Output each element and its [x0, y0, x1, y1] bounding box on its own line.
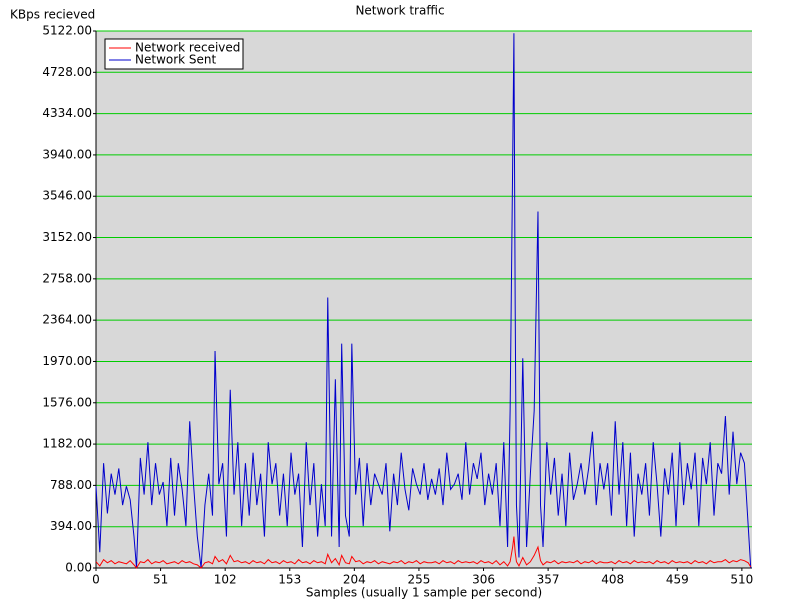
y-tick-label: 3940.00	[42, 147, 92, 161]
chart-title: Network traffic	[355, 4, 444, 18]
y-tick-label: 2364.00	[42, 313, 92, 327]
y-tick-label: 394.00	[50, 519, 92, 533]
y-tick-label: 5122.00	[42, 24, 92, 38]
y-tick-label: 4334.00	[42, 106, 92, 120]
y-tick-label: 1576.00	[42, 395, 92, 409]
x-tick-label: 153	[278, 573, 301, 587]
x-axis-label: Samples (usually 1 sample per second)	[306, 586, 542, 600]
plot-background	[96, 31, 752, 568]
x-tick-label: 51	[153, 573, 168, 587]
y-tick-label: 1182.00	[42, 437, 92, 451]
y-tick-label: 788.00	[50, 478, 92, 492]
legend-box	[104, 38, 244, 70]
x-tick-label: 102	[214, 573, 237, 587]
x-tick-label: 459	[666, 573, 689, 587]
y-tick-label: 3152.00	[42, 230, 92, 244]
x-tick-label: 306	[472, 573, 495, 587]
x-tick-label: 408	[601, 573, 624, 587]
x-tick-label: 255	[407, 573, 430, 587]
y-tick-label: 4728.00	[42, 65, 92, 79]
y-axis-label: KBps recieved	[10, 8, 95, 22]
x-tick-label: 357	[537, 573, 560, 587]
y-tick-label: 2758.00	[42, 271, 92, 285]
legend-label: Network Sent	[135, 53, 217, 67]
x-tick-label: 204	[343, 573, 366, 587]
x-tick-label: 0	[92, 573, 100, 587]
x-tick-label: 510	[730, 573, 753, 587]
series-line	[95, 33, 752, 569]
y-tick-label: 3546.00	[42, 189, 92, 203]
y-tick-label: 0.00	[65, 561, 92, 575]
legend-label: Network received	[135, 41, 240, 55]
series-line	[95, 536, 752, 569]
y-tick-label: 1970.00	[42, 354, 92, 368]
